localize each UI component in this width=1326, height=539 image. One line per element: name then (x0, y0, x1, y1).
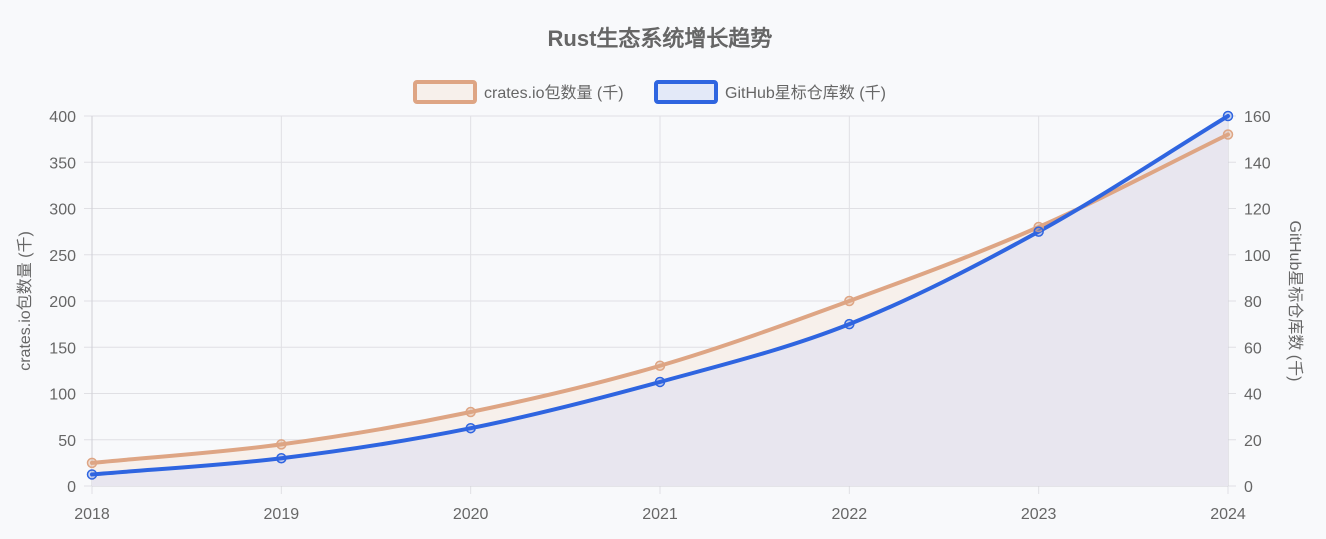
y-right-tick-label: 160 (1244, 109, 1271, 126)
y-right-tick-label: 60 (1244, 340, 1262, 357)
data-point-github[interactable] (1033, 226, 1044, 237)
x-tick-label: 2018 (74, 506, 110, 523)
point-layer (86, 110, 1234, 480)
y-right-tick-label: 20 (1244, 433, 1262, 450)
y-axis-right-title: GitHub星标仓库数 (千) (1286, 221, 1304, 382)
y-left-tick-label: 400 (49, 109, 76, 126)
data-point-github[interactable] (1222, 110, 1234, 122)
y-axis-left-title: crates.io包数量 (千) (16, 231, 34, 371)
y-right-tick-label: 0 (1244, 479, 1253, 496)
x-tick-label: 2020 (453, 506, 489, 523)
x-tick-label: 2022 (832, 506, 868, 523)
y-left-tick-label: 150 (49, 340, 76, 357)
y-right-tick-label: 80 (1244, 294, 1262, 311)
x-tick-label: 2019 (264, 506, 300, 523)
data-point-crates[interactable] (276, 439, 287, 450)
data-point-github[interactable] (276, 453, 287, 464)
x-tick-label: 2023 (1021, 506, 1057, 523)
y-left-tick-label: 300 (49, 202, 76, 219)
legend-swatch-github[interactable] (654, 80, 718, 104)
y-left-tick-label: 50 (58, 433, 76, 450)
y-left-tick-label: 100 (49, 387, 76, 404)
y-left-tick-label: 0 (67, 479, 76, 496)
x-tick-label: 2021 (642, 506, 678, 523)
data-point-github[interactable] (654, 376, 666, 388)
axis-layer: 0 0 50 20 100 40 150 60 200 80 250 100 300 120 350 140 4… (49, 109, 1271, 523)
data-point-github[interactable] (465, 422, 476, 434)
chart-title: Rust生态系统增长趋势 (548, 26, 773, 51)
data-point-crates[interactable] (1222, 129, 1234, 140)
data-point-crates[interactable] (844, 295, 855, 307)
y-left-tick-label: 350 (49, 155, 76, 172)
area-layer (92, 116, 1228, 486)
y-right-tick-label: 40 (1244, 387, 1262, 404)
data-point-crates[interactable] (86, 457, 98, 469)
data-point-crates[interactable] (465, 406, 476, 418)
data-point-github[interactable] (86, 469, 98, 480)
series-area-github (92, 116, 1228, 486)
data-point-crates[interactable] (654, 360, 666, 371)
y-left-tick-label: 200 (49, 294, 76, 311)
y-right-tick-label: 100 (1244, 248, 1271, 265)
y-right-tick-label: 120 (1244, 202, 1271, 219)
legend-label-github[interactable]: GitHub星标仓库数 (千) (725, 84, 886, 102)
y-left-tick-label: 250 (49, 248, 76, 265)
legend-label-crates[interactable]: crates.io包数量 (千) (484, 84, 624, 102)
x-tick-label: 2024 (1210, 506, 1246, 523)
y-right-tick-label: 140 (1244, 155, 1271, 172)
legend: crates.io包数量 (千) GitHub星标仓库数 (千) (413, 80, 886, 104)
legend-swatch-crates[interactable] (413, 80, 477, 104)
data-point-github[interactable] (844, 318, 855, 330)
